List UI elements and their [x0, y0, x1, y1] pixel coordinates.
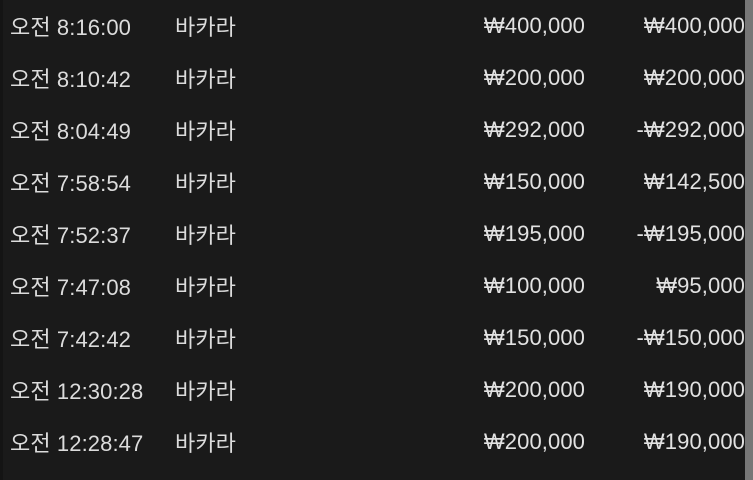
row-result-amount: ₩95,000: [656, 273, 745, 298]
row-result-amount: ₩200,000: [643, 65, 745, 90]
row-bet-amount: ₩400,000: [483, 13, 585, 38]
row-game: 바카라: [175, 67, 237, 92]
table-row[interactable]: 오전 12:28:47 바카라 ₩200,000 ₩190,000: [0, 416, 745, 468]
row-time: 오전 8:10:42: [10, 67, 131, 92]
row-bet-amount: ₩195,000: [483, 221, 585, 246]
row-bet-amount: ₩150,000: [483, 169, 585, 194]
row-game: 바카라: [175, 119, 237, 144]
row-bet-amount: ₩200,000: [483, 377, 585, 402]
row-bet-amount: ₩150,000: [483, 325, 585, 350]
row-time: 오전 7:52:37: [10, 223, 131, 248]
row-result-amount: -₩292,000: [636, 117, 745, 142]
row-game: 바카라: [175, 327, 237, 352]
row-bet-amount: ₩292,000: [483, 117, 585, 142]
table-row[interactable]: 오전 8:16:00 바카라 ₩400,000 ₩400,000: [0, 0, 745, 52]
row-game: 바카라: [175, 171, 237, 196]
table-row[interactable]: 오전 7:42:42 바카라 ₩150,000 -₩150,000: [0, 312, 745, 364]
row-game: 바카라: [175, 223, 237, 248]
row-bet-amount: ₩200,000: [483, 429, 585, 454]
row-result-amount: ₩190,000: [643, 377, 745, 402]
vertical-scrollbar[interactable]: [745, 0, 753, 480]
table-row[interactable]: 오전 8:10:42 바카라 ₩200,000 ₩200,000: [0, 52, 745, 104]
row-time: 오전 8:16:00: [10, 15, 131, 40]
table-row[interactable]: 오전 12:30:28 바카라 ₩200,000 ₩190,000: [0, 364, 745, 416]
table-row[interactable]: 오전 7:52:37 바카라 ₩195,000 -₩195,000: [0, 208, 745, 260]
row-time: 오전 12:28:47: [10, 431, 144, 456]
row-game: 바카라: [175, 275, 237, 300]
row-time: 오전 8:04:49: [10, 119, 131, 144]
row-result-amount: ₩400,000: [643, 13, 745, 38]
row-result-amount: ₩142,500: [643, 169, 745, 194]
row-game: 바카라: [175, 379, 237, 404]
row-game: 바카라: [175, 431, 237, 456]
table-row[interactable]: 오전 7:47:08 바카라 ₩100,000 ₩95,000: [0, 260, 745, 312]
row-time: 오전 7:42:42: [10, 327, 131, 352]
table-row[interactable]: 오전 8:04:49 바카라 ₩292,000 -₩292,000: [0, 104, 745, 156]
row-result-amount: -₩150,000: [636, 325, 745, 350]
row-time: 오전 7:58:54: [10, 171, 131, 196]
row-bet-amount: ₩200,000: [483, 65, 585, 90]
row-time: 오전 7:47:08: [10, 275, 131, 300]
row-time: 오전 12:30:28: [10, 379, 144, 404]
row-result-amount: ₩190,000: [643, 429, 745, 454]
row-result-amount: -₩195,000: [636, 221, 745, 246]
row-game: 바카라: [175, 15, 237, 40]
table-row[interactable]: 오전 7:58:54 바카라 ₩150,000 ₩142,500: [0, 156, 745, 208]
row-bet-amount: ₩100,000: [483, 273, 585, 298]
